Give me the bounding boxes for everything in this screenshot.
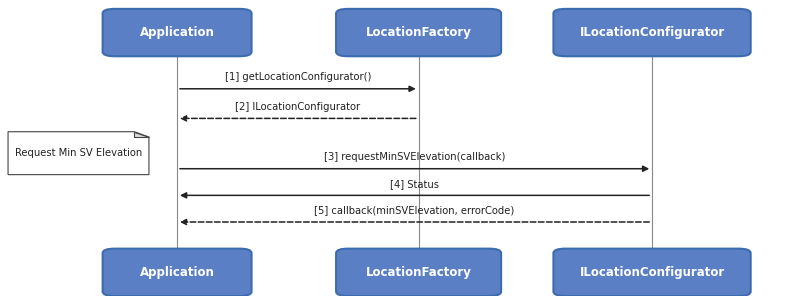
- Text: [5] callback(minSVElevation, errorCode): [5] callback(minSVElevation, errorCode): [315, 205, 514, 215]
- FancyBboxPatch shape: [336, 249, 501, 296]
- Text: [1] getLocationConfigurator(): [1] getLocationConfigurator(): [225, 72, 371, 82]
- Text: ILocationConfigurator: ILocationConfigurator: [580, 266, 724, 279]
- Text: Application: Application: [139, 26, 215, 39]
- Text: Request Min SV Elevation: Request Min SV Elevation: [14, 148, 142, 158]
- Polygon shape: [134, 132, 149, 137]
- FancyBboxPatch shape: [554, 9, 750, 56]
- FancyBboxPatch shape: [103, 9, 251, 56]
- Text: [4] Status: [4] Status: [390, 179, 439, 189]
- Text: Application: Application: [139, 266, 215, 279]
- Text: ILocationConfigurator: ILocationConfigurator: [580, 26, 724, 39]
- Text: LocationFactory: LocationFactory: [365, 266, 472, 279]
- FancyBboxPatch shape: [554, 249, 750, 296]
- FancyBboxPatch shape: [103, 249, 251, 296]
- Text: LocationFactory: LocationFactory: [365, 26, 472, 39]
- Text: [2] ILocationConfigurator: [2] ILocationConfigurator: [235, 102, 361, 112]
- Text: [3] requestMinSVElevation(callback): [3] requestMinSVElevation(callback): [324, 152, 506, 162]
- FancyBboxPatch shape: [336, 9, 501, 56]
- Polygon shape: [8, 132, 149, 175]
